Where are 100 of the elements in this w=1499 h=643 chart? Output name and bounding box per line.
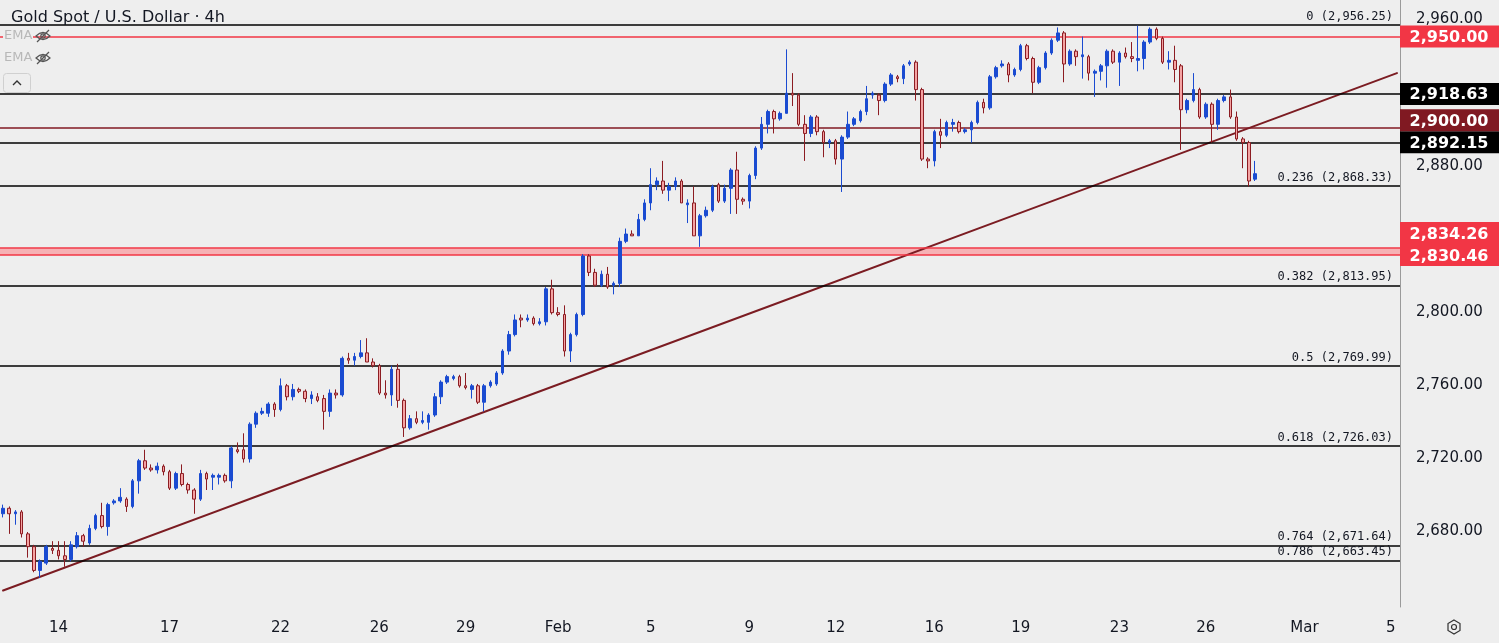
candlestick	[581, 253, 585, 317]
ref-line-label: 2,900.00	[1409, 110, 1489, 130]
candlestick	[711, 184, 714, 213]
candlestick	[470, 383, 474, 400]
candlestick	[174, 471, 178, 491]
candlestick	[735, 151, 739, 215]
candlestick	[402, 398, 406, 438]
candlestick	[914, 59, 918, 102]
y-tick-label: 2,880.00	[1416, 155, 1483, 174]
candlestick	[1198, 87, 1201, 120]
annotation: 0.382 (2,813.95)	[1277, 269, 1393, 284]
candlestick	[322, 394, 326, 431]
candlestick	[692, 185, 696, 237]
candlestick	[1111, 48, 1115, 65]
candlestick	[637, 213, 640, 237]
candlestick	[550, 279, 554, 315]
candlestick	[408, 414, 412, 431]
candlestick	[994, 65, 998, 80]
candlestick	[748, 173, 751, 209]
candlestick	[236, 441, 239, 454]
candlestick	[729, 167, 733, 215]
candlestick	[908, 59, 911, 67]
candlestick	[1155, 26, 1158, 41]
candlestick	[575, 312, 578, 337]
candlestick	[1148, 26, 1152, 45]
candlestick	[254, 410, 258, 429]
candlestick	[199, 469, 202, 502]
candlestick	[489, 379, 492, 389]
candlestick	[415, 410, 418, 425]
candlestick	[149, 463, 153, 473]
candlestick	[396, 363, 400, 409]
candlestick	[593, 268, 597, 288]
candlestick	[1105, 48, 1109, 89]
candlestick	[1161, 36, 1164, 65]
x-tick-label: 22	[271, 617, 291, 636]
candlestick	[624, 228, 628, 244]
candlestick	[667, 182, 671, 202]
candlestick	[125, 496, 128, 513]
candlestick	[717, 182, 720, 204]
candlestick	[1, 504, 5, 518]
candlestick	[445, 374, 449, 385]
ref-line-label: 2,918.63	[1409, 84, 1489, 104]
candlestick	[303, 388, 307, 403]
ref-line-label: 2,834.26	[1409, 223, 1489, 243]
candlestick	[926, 156, 930, 169]
candlestick	[1081, 36, 1084, 80]
candlestick	[452, 374, 455, 381]
candlestick	[760, 116, 763, 151]
ref-line-label: 2,892.15	[1409, 132, 1489, 152]
candlestick	[871, 90, 874, 100]
candlestick	[741, 196, 745, 206]
candlestick	[834, 138, 837, 166]
candlestick	[131, 478, 134, 509]
candlestick	[1019, 43, 1022, 72]
candlestick	[88, 524, 91, 546]
candlestick	[840, 134, 844, 193]
x-tick-label: 29	[456, 617, 476, 636]
candlestick	[501, 348, 504, 376]
candlestick	[1241, 136, 1245, 169]
candlestick	[1222, 94, 1226, 103]
y-tick-label: 2,720.00	[1416, 448, 1483, 467]
candlestick	[698, 213, 702, 248]
candlestick	[371, 357, 375, 368]
candlestick	[1167, 50, 1171, 70]
candlestick	[902, 63, 905, 85]
candlestick	[1013, 67, 1016, 78]
candlestick	[785, 48, 788, 114]
annotation: 0.786 (2,663.45)	[1277, 544, 1393, 559]
candlestick	[347, 352, 350, 365]
candlestick	[266, 401, 270, 418]
candlestick	[1087, 54, 1090, 81]
candlestick	[686, 198, 689, 224]
candlestick	[260, 407, 264, 416]
candlestick	[649, 167, 652, 211]
x-tick-label: 17	[160, 617, 180, 636]
annotation: 0.236 (2,868.33)	[1277, 169, 1393, 184]
candlestick	[248, 421, 252, 464]
annotation: 0.764 (2,671.64)	[1277, 529, 1393, 544]
x-tick-label: 12	[826, 617, 846, 636]
candlestick	[519, 313, 523, 328]
candlestick	[883, 81, 887, 103]
candlestick	[180, 463, 184, 487]
candlestick	[933, 129, 936, 167]
candlestick	[155, 462, 159, 475]
annotation: 0.618 (2,726.03)	[1277, 430, 1393, 445]
candlestick	[1204, 101, 1208, 120]
candlestick	[81, 533, 85, 548]
candlestick	[1124, 47, 1127, 60]
candlestick	[20, 509, 23, 539]
candlestick	[106, 502, 110, 537]
candlestick	[217, 473, 221, 485]
candlestick	[279, 377, 282, 412]
candlestick	[852, 116, 856, 127]
candlestick	[982, 98, 985, 114]
candlestick	[378, 363, 381, 396]
candlestick	[1247, 140, 1251, 187]
candlestick	[162, 463, 165, 476]
candlestick	[1050, 37, 1053, 56]
ref-line-label: 2,950.00	[1409, 27, 1489, 47]
candlestick	[704, 206, 708, 219]
